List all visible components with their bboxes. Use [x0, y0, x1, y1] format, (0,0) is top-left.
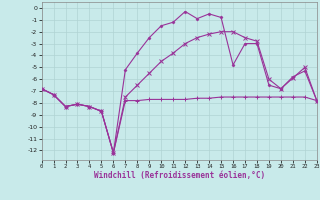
X-axis label: Windchill (Refroidissement éolien,°C): Windchill (Refroidissement éolien,°C) — [94, 171, 265, 180]
